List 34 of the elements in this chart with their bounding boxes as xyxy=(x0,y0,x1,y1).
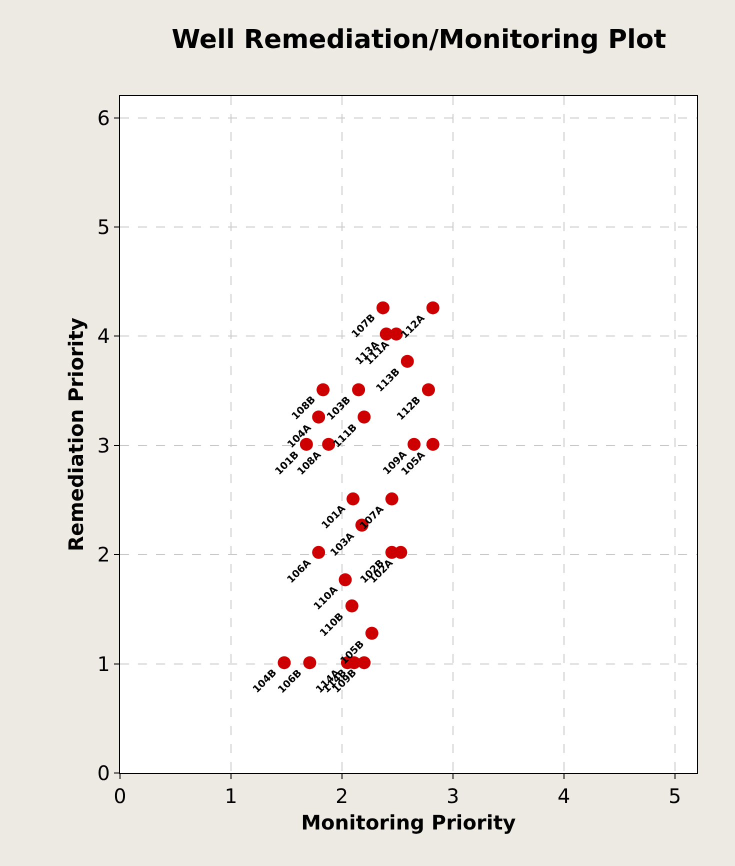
y-tick-label: 1 xyxy=(97,652,110,676)
point xyxy=(278,656,291,670)
x-tick-label: 3 xyxy=(446,784,460,808)
x-tick-label: 2 xyxy=(336,784,348,808)
point xyxy=(345,599,358,612)
point xyxy=(365,626,378,640)
x-axis-title: Monitoring Priority xyxy=(301,810,516,834)
point xyxy=(400,354,414,368)
point xyxy=(312,546,326,559)
point xyxy=(338,573,352,586)
point xyxy=(346,492,360,506)
point xyxy=(385,492,398,506)
y-tick-label: 5 xyxy=(97,215,110,240)
x-tick-label: 1 xyxy=(224,784,238,808)
point xyxy=(376,301,390,314)
y-tick-label: 4 xyxy=(97,324,110,348)
point xyxy=(426,438,440,451)
point xyxy=(408,438,421,451)
y-tick-label: 0 xyxy=(97,761,110,785)
x-tick-label: 4 xyxy=(557,784,570,808)
y-axis-title: Remediation Priority xyxy=(64,318,88,552)
point xyxy=(422,383,435,396)
x-tick-label: 0 xyxy=(114,784,126,808)
chart-title: Well Remediation/Monitoring Plot xyxy=(172,25,666,56)
y-tick-label: 6 xyxy=(97,106,110,130)
x-tick-label: 5 xyxy=(668,784,682,808)
point xyxy=(316,383,330,396)
point xyxy=(303,656,316,670)
point xyxy=(426,301,440,314)
point xyxy=(358,410,371,424)
y-tick-label: 2 xyxy=(97,542,110,567)
point xyxy=(352,383,366,396)
point xyxy=(394,546,408,559)
y-tick-label: 3 xyxy=(97,433,110,458)
